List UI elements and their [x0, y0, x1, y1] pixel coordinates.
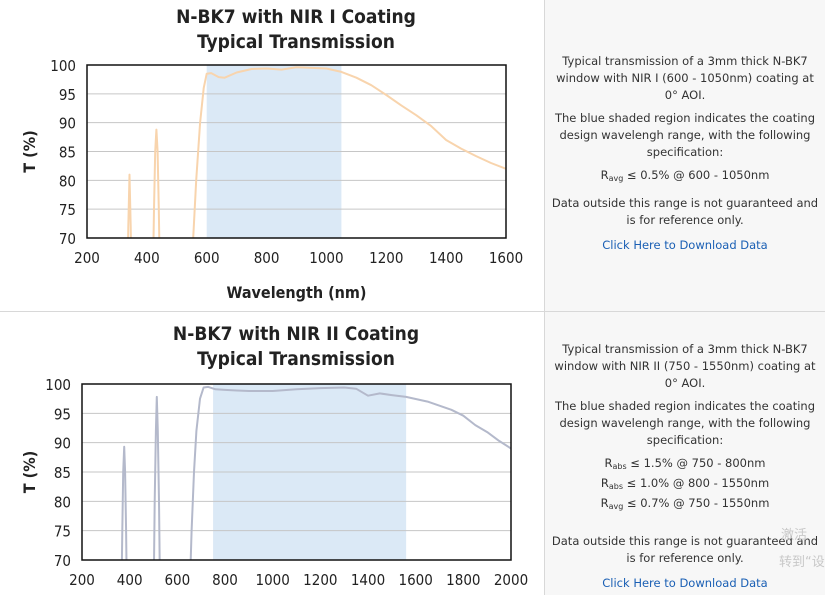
chart-title-line2: Typical Transmission	[197, 348, 395, 370]
y-tick-label: 95	[59, 86, 76, 104]
x-tick-label: 1600	[398, 571, 432, 589]
description-paragraph: Typical transmission of a 3mm thick N-BK…	[556, 54, 814, 102]
y-tick-label: 75	[59, 201, 76, 219]
plot-frame	[86, 64, 507, 239]
specification-list: Rabs ≤ 1.5% @ 750 - 800nm Rabs ≤ 1.0% @ …	[545, 455, 825, 515]
spec-line: Rabs ≤ 1.5% @ 750 - 800nm	[604, 456, 766, 471]
x-tick-label: 1000	[255, 571, 289, 589]
x-tick-label: 800	[212, 571, 238, 589]
x-tick-label: 400	[134, 249, 160, 267]
x-tick-label: 600	[164, 571, 190, 589]
y-tick-label: 90	[54, 435, 71, 453]
transmission-series-line	[189, 385, 511, 560]
y-tick-label: 85	[59, 144, 76, 162]
x-axis-label: Wavelength (nm)	[227, 283, 367, 302]
y-tick-label: 100	[45, 376, 71, 394]
chart-cell-nir1: N-BK7 with NIR I Coating Typical Transmis…	[0, 0, 545, 311]
x-tick-label: 1600	[489, 249, 523, 267]
y-tick-label: 95	[54, 405, 71, 423]
y-tick-label: 85	[54, 464, 71, 482]
description-cell-nir2: Typical transmission of a 3mm thick N-BK…	[545, 312, 825, 595]
specification-list: Ravg ≤ 0.5% @ 600 - 1050nm	[545, 167, 825, 187]
download-data-link[interactable]: Click Here to Download Data	[602, 238, 768, 252]
x-tick-label: 1400	[351, 571, 385, 589]
description-cell-nir1: Typical transmission of a 3mm thick N-BK…	[545, 0, 825, 311]
chart-title-line2: Typical Transmission	[197, 31, 395, 53]
chart-title-line1: N-BK7 with NIR I Coating	[176, 6, 416, 28]
spec-line: Ravg ≤ 0.7% @ 750 - 1550nm	[600, 496, 770, 511]
spec-line: Rabs ≤ 1.0% @ 800 - 1550nm	[600, 476, 770, 491]
y-tick-label: 90	[59, 115, 76, 133]
y-tick-label: 100	[50, 57, 76, 75]
x-tick-label: 400	[117, 571, 143, 589]
transmission-series-line	[152, 128, 161, 238]
description-paragraph: The blue shaded region indicates the coa…	[554, 399, 816, 447]
description-paragraph: Data outside this range is not guarantee…	[551, 196, 819, 227]
chart-cell-nir2: N-BK7 with NIR II Coating Typical Transmi…	[0, 312, 545, 595]
plot-frame	[81, 383, 512, 561]
x-tick-label: 200	[69, 571, 95, 589]
y-tick-label: 70	[59, 230, 76, 248]
product-row-nir2: N-BK7 with NIR II Coating Typical Transmi…	[0, 312, 825, 595]
x-tick-label: 800	[254, 249, 280, 267]
x-tick-label: 2000	[494, 571, 528, 589]
description-paragraph: Data outside this range is not guarantee…	[551, 534, 819, 565]
x-tick-label: 200	[74, 249, 100, 267]
download-data-link[interactable]: Click Here to Download Data	[602, 576, 768, 590]
description-paragraph: The blue shaded region indicates the coa…	[554, 111, 816, 159]
y-axis-label: T (%)	[20, 451, 39, 493]
transmission-chart-nir2: N-BK7 with NIR II Coating Typical Transmi…	[20, 323, 528, 589]
x-tick-label: 1200	[369, 249, 403, 267]
y-axis-label: T (%)	[20, 130, 39, 172]
x-tick-label: 1200	[303, 571, 337, 589]
description-paragraph: Typical transmission of a 3mm thick N-BK…	[554, 342, 816, 390]
product-row-nir1: N-BK7 with NIR I Coating Typical Transmis…	[0, 0, 825, 312]
activation-watermark-line1: 激活	[781, 528, 808, 543]
spec-line: Ravg ≤ 0.5% @ 600 - 1050nm	[600, 168, 770, 183]
transmission-series-line	[153, 395, 161, 560]
transmission-chart-nir1: N-BK7 with NIR I Coating Typical Transmis…	[20, 6, 523, 302]
y-tick-label: 80	[59, 172, 76, 190]
chart-title-line1: N-BK7 with NIR II Coating	[173, 323, 419, 345]
x-tick-label: 600	[194, 249, 220, 267]
y-tick-label: 75	[54, 523, 71, 541]
x-tick-label: 1000	[309, 249, 343, 267]
transmission-series-line	[192, 66, 506, 238]
y-tick-label: 70	[54, 552, 71, 570]
x-tick-label: 1800	[446, 571, 480, 589]
x-tick-label: 1400	[429, 249, 463, 267]
transmission-series-line	[120, 445, 128, 560]
activation-watermark-line2: 转到“设	[779, 555, 825, 570]
transmission-series-line	[127, 173, 132, 238]
y-tick-label: 80	[54, 493, 71, 511]
